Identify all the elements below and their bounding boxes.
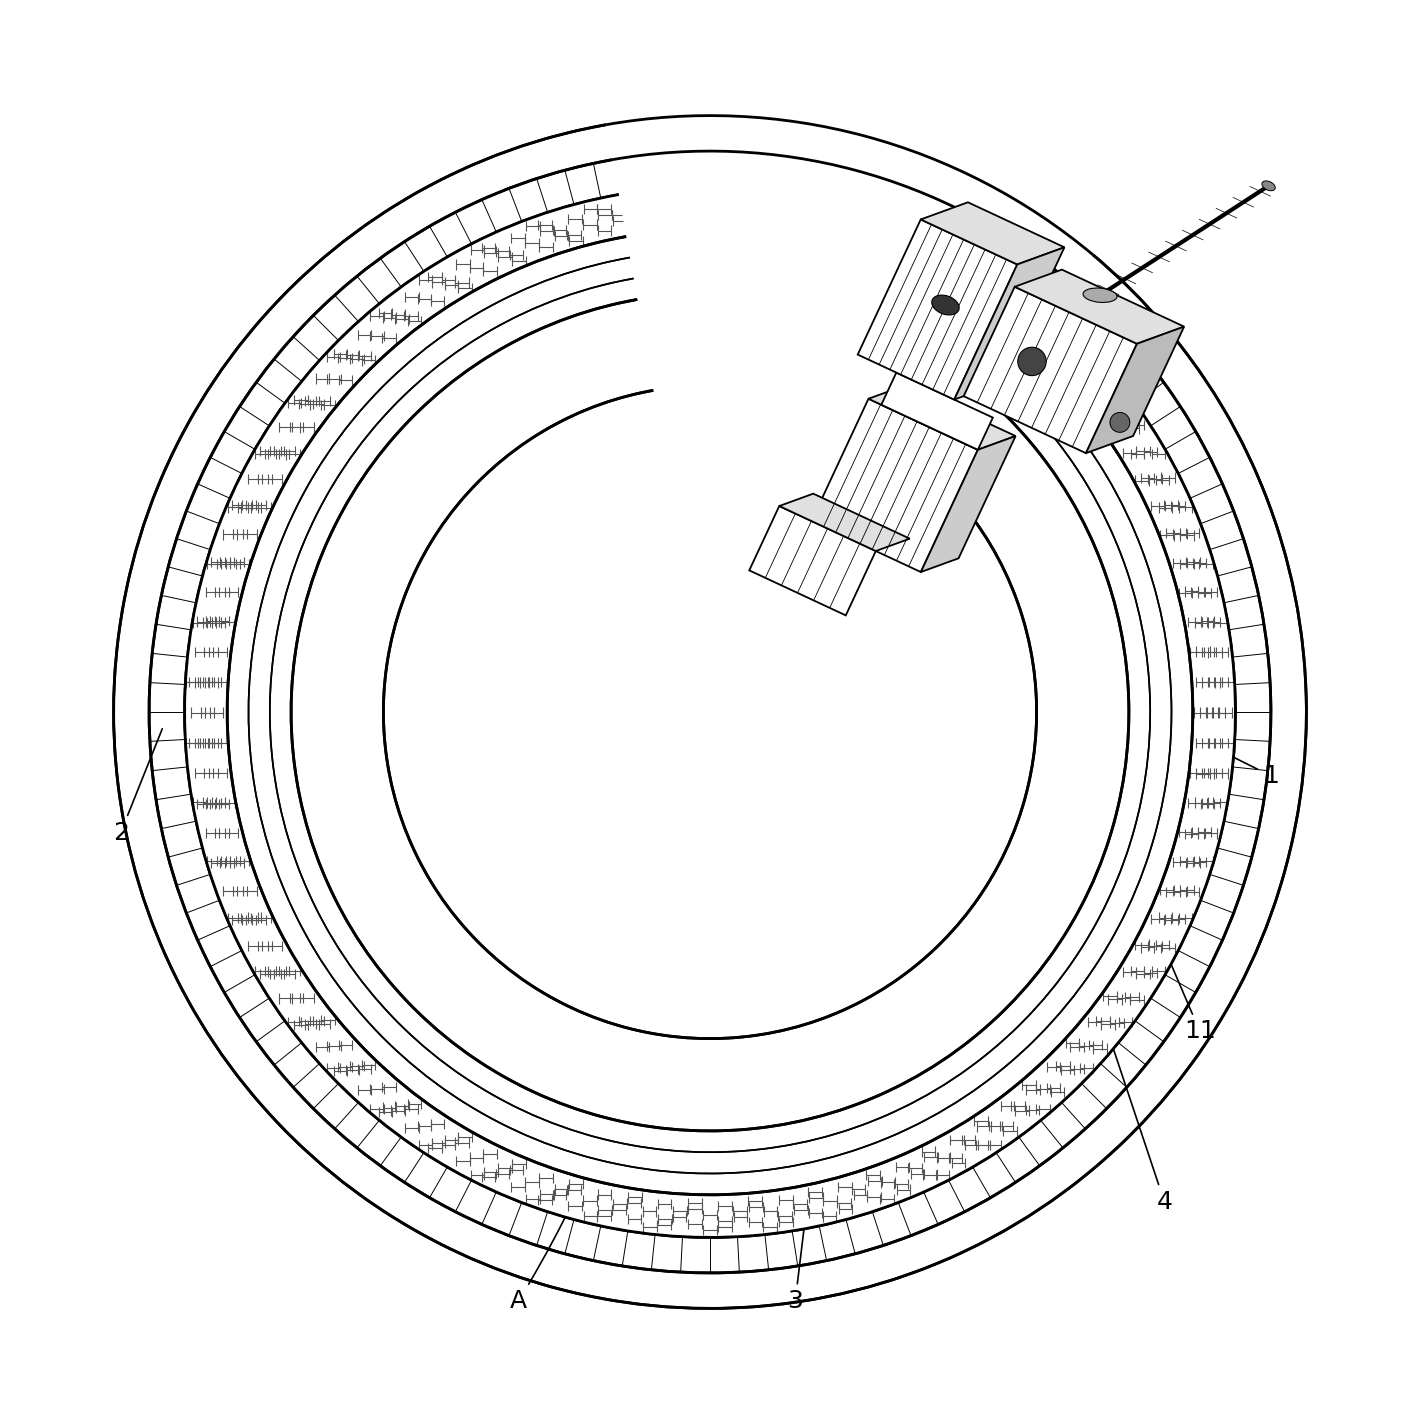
Polygon shape <box>858 219 1017 400</box>
Circle shape <box>114 115 1306 1309</box>
Circle shape <box>1110 413 1130 433</box>
Wedge shape <box>604 101 1102 473</box>
Polygon shape <box>780 494 910 551</box>
Text: 2: 2 <box>112 729 162 844</box>
Circle shape <box>185 187 1235 1237</box>
Circle shape <box>149 151 1271 1273</box>
Circle shape <box>248 251 1171 1173</box>
Text: 11: 11 <box>1137 884 1216 1044</box>
Polygon shape <box>920 436 1015 572</box>
Polygon shape <box>1086 326 1184 453</box>
Polygon shape <box>811 399 978 572</box>
Ellipse shape <box>1083 288 1118 302</box>
Ellipse shape <box>932 295 959 315</box>
Polygon shape <box>964 286 1137 453</box>
Polygon shape <box>920 202 1065 265</box>
Polygon shape <box>1015 269 1184 343</box>
Polygon shape <box>750 506 876 615</box>
Polygon shape <box>869 384 1015 450</box>
Ellipse shape <box>1262 181 1275 191</box>
Circle shape <box>227 229 1193 1195</box>
Text: A: A <box>510 565 670 1313</box>
Circle shape <box>383 386 1037 1038</box>
Polygon shape <box>954 248 1065 400</box>
Polygon shape <box>882 373 993 450</box>
Text: 1: 1 <box>1231 756 1279 787</box>
Circle shape <box>270 272 1150 1152</box>
Circle shape <box>291 293 1129 1131</box>
Text: 4: 4 <box>1088 970 1173 1213</box>
Text: 3: 3 <box>787 544 888 1313</box>
Circle shape <box>1018 347 1047 376</box>
